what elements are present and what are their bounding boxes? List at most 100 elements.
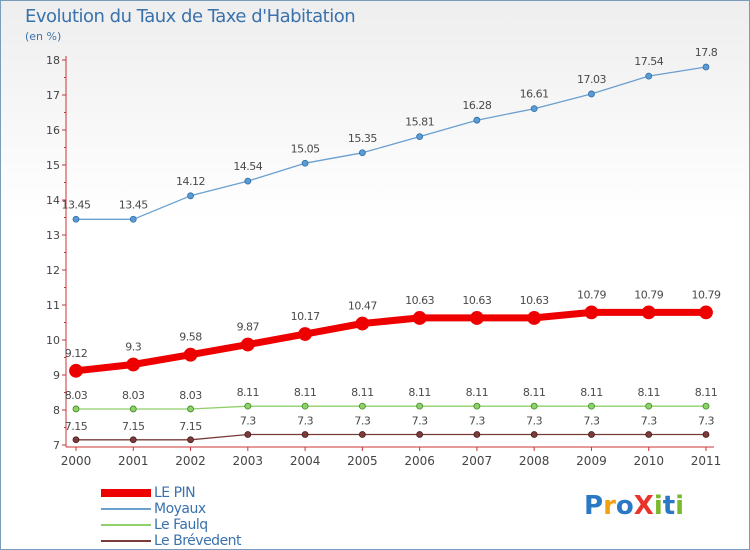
- axes: 7 8 9 10 11 12 13 14 15 16 17 18 2000 2001 2002 2003 200…: [46, 54, 721, 468]
- data-point: [530, 402, 538, 410]
- data-point: [301, 159, 309, 167]
- data-label: 7.3: [641, 415, 657, 428]
- data-point: [69, 363, 83, 378]
- data-point: [470, 311, 484, 325]
- data-point: [126, 357, 141, 372]
- y-tick-label: 13: [46, 229, 60, 242]
- x-tick-label: 2002: [175, 454, 206, 468]
- data-label: 10.63: [405, 294, 434, 307]
- chart-title: Evolution du Taux de Taxe d'Habitation: [25, 6, 356, 27]
- data-label: 15.81: [405, 116, 434, 129]
- y-tick-label: 7: [53, 439, 60, 452]
- data-label: 10.63: [462, 294, 491, 307]
- data-label: 8.03: [122, 389, 145, 402]
- data-label: 8.11: [637, 386, 660, 399]
- data-point: [301, 431, 309, 438]
- data-label: 16.61: [520, 88, 549, 101]
- data-point: [240, 337, 255, 352]
- y-tick-label: 12: [46, 264, 60, 277]
- legend-label: LE PIN: [154, 485, 196, 501]
- data-label: 7.3: [469, 415, 485, 428]
- data-label: 16.28: [462, 99, 491, 112]
- data-point: [645, 72, 653, 80]
- legend-label: Moyaux: [154, 501, 206, 517]
- data-label: 10.63: [520, 294, 549, 307]
- y-tick-label: 11: [46, 299, 60, 312]
- data-label: 8.03: [179, 389, 202, 402]
- y-tick-label: 9: [53, 369, 60, 382]
- data-point: [702, 402, 710, 410]
- x-tick-label: 2009: [576, 454, 607, 468]
- data-point: [358, 402, 366, 410]
- data-label: 8.11: [294, 386, 317, 399]
- data-label: 8.11: [523, 386, 546, 399]
- data-label: 8.03: [65, 389, 88, 402]
- x-tick-label: 2004: [290, 454, 321, 468]
- data-point: [301, 402, 309, 410]
- data-point: [645, 431, 653, 438]
- proxiti-logo: ProXiti: [584, 491, 684, 521]
- data-label: 8.11: [351, 386, 374, 399]
- legend: LE PIN Moyaux Le Faulq Le Brévedent: [101, 485, 242, 549]
- legend-swatch-le-pin: [101, 489, 151, 497]
- data-point: [473, 431, 481, 438]
- data-label: 7.15: [65, 420, 88, 433]
- x-tick-label: 2001: [118, 454, 149, 468]
- data-point: [129, 405, 137, 413]
- data-point: [187, 405, 194, 413]
- y-tick-label: 14: [46, 194, 60, 207]
- data-label: 8.11: [695, 386, 718, 399]
- logo-letter: t: [662, 491, 676, 521]
- data-point: [702, 431, 710, 438]
- data-label: 7.15: [122, 420, 145, 433]
- data-point: [244, 177, 252, 185]
- x-tick-label: 2003: [233, 454, 264, 468]
- series-line: [75, 405, 707, 410]
- x-tick-label: 2006: [404, 454, 435, 468]
- data-label: 7.15: [179, 420, 202, 433]
- data-label: 17.03: [577, 73, 606, 86]
- legend-label: Le Faulq: [154, 517, 208, 533]
- data-label: 7.3: [297, 415, 313, 428]
- data-point: [72, 405, 80, 413]
- logo-letter: r: [603, 491, 616, 521]
- unit-label: (en %): [25, 30, 62, 43]
- x-tick-label: 2008: [519, 454, 550, 468]
- legend-item-le-pin: LE PIN: [101, 485, 241, 501]
- data-point: [183, 347, 198, 362]
- data-point: [72, 215, 80, 223]
- data-label: 13.45: [62, 198, 91, 211]
- data-point: [588, 90, 595, 98]
- data-point: [588, 402, 595, 410]
- data-label: 13.45: [119, 198, 148, 211]
- data-point: [187, 192, 194, 200]
- x-tick-label: 2007: [462, 454, 493, 468]
- data-label: 10.79: [692, 288, 721, 301]
- logo-letter: P: [584, 491, 604, 521]
- data-point: [244, 402, 252, 410]
- legend-swatch-le-faulq: [101, 524, 151, 526]
- data-point: [584, 305, 599, 320]
- logo-letter: o: [615, 491, 634, 521]
- series-line: [72, 308, 710, 375]
- data-label: 8.11: [466, 386, 489, 399]
- data-label: 15.35: [348, 132, 377, 145]
- data-point: [702, 63, 710, 71]
- legend-label: Le Brévedent: [154, 533, 242, 549]
- data-point: [645, 402, 653, 410]
- legend-swatch-le-brevedent: [101, 540, 151, 542]
- y-tick-label: 10: [46, 334, 60, 347]
- data-label: 17.54: [634, 55, 663, 68]
- logo-letter: i: [675, 491, 685, 521]
- data-label: 7.3: [583, 415, 599, 428]
- data-point: [527, 311, 542, 325]
- data-label: 9.58: [179, 331, 202, 344]
- data-point: [641, 305, 656, 320]
- data-label: 8.11: [580, 386, 603, 399]
- y-tick-label: 16: [46, 124, 60, 137]
- y-tick-label: 8: [53, 404, 60, 417]
- data-label: 10.79: [577, 288, 606, 301]
- x-tick-label: 2011: [691, 454, 722, 468]
- y-tick-label: 15: [46, 159, 60, 172]
